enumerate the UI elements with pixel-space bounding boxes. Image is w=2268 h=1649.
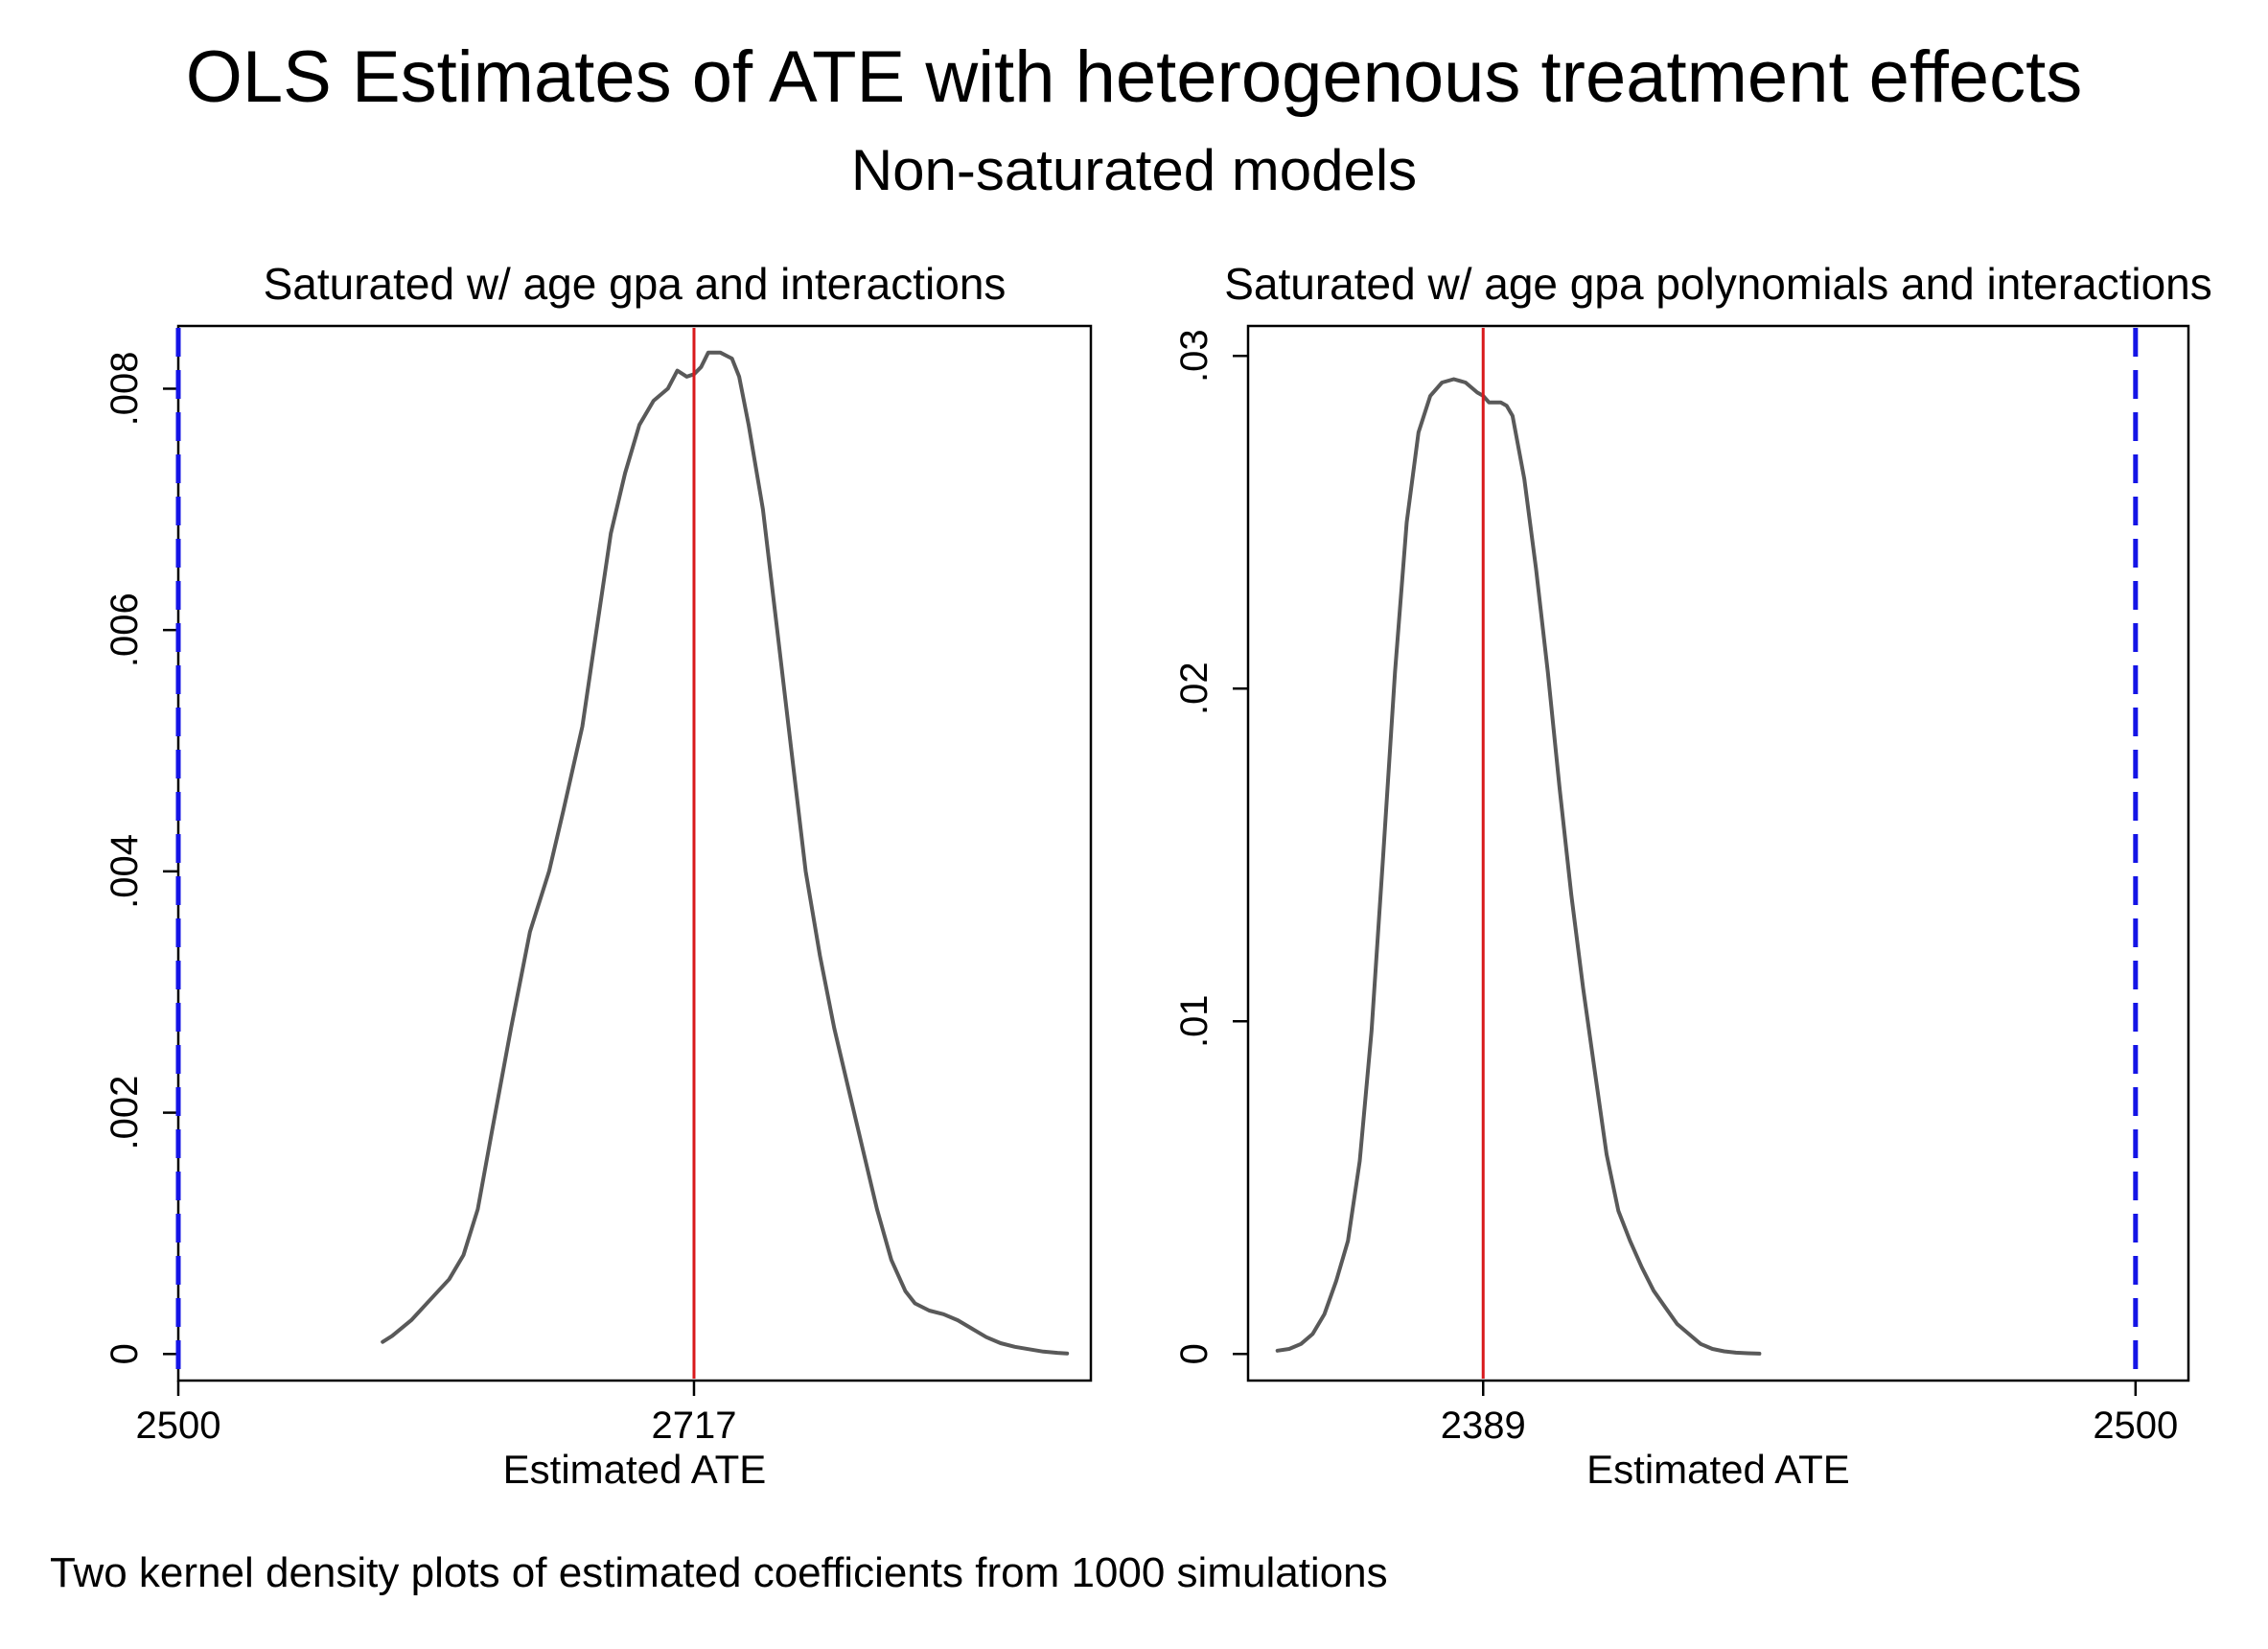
y-tick-label: 0 (104, 1343, 146, 1364)
plot-frame (176, 324, 1093, 1382)
y-tick-label: .02 (1173, 662, 1215, 715)
x-axis-label: Estimated ATE (503, 1447, 767, 1492)
x-axis-label: Estimated ATE (1586, 1447, 1850, 1492)
x-tick-label: 2389 (1441, 1405, 1526, 1447)
y-tick-label: .004 (104, 834, 146, 909)
y-tick-label: .008 (104, 352, 146, 427)
panel-title: Saturated w/ age gpa and interactions (264, 259, 1007, 309)
density-curve (381, 350, 1070, 1356)
x-tick-label: 2500 (136, 1405, 221, 1447)
x-tick-label: 2717 (651, 1405, 736, 1447)
density-curve (1275, 377, 1762, 1356)
y-tick-label: .006 (104, 592, 146, 667)
panel-title: Saturated w/ age gpa polynomials and int… (1224, 259, 2212, 309)
y-tick-label: .03 (1173, 329, 1215, 383)
y-tick-label: 0 (1173, 1343, 1215, 1364)
left-density-panel: Saturated w/ age gpa and interactions 0 .0… (104, 259, 1093, 1492)
y-tick-label: .002 (104, 1076, 146, 1150)
y-tick-label: .01 (1173, 994, 1215, 1048)
figure-subtitle: Non-saturated models (851, 138, 1417, 202)
figure-note: Two kernel density plots of estimated co… (50, 1549, 1388, 1596)
figure-title: OLS Estimates of ATE with heterogenous t… (186, 36, 2082, 118)
right-density-panel: Saturated w/ age gpa polynomials and int… (1173, 259, 2212, 1492)
x-tick-label: 2500 (2093, 1405, 2178, 1447)
plot-frame (1246, 324, 2190, 1382)
